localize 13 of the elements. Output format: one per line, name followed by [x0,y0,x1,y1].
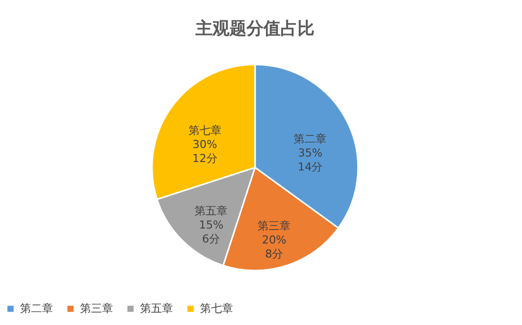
chart-title: 主观题分值占比 [194,19,314,39]
legend-label: 第三章 [80,302,113,315]
slice-label: 第二章 [294,132,327,146]
data-label: 15% 6分 [198,218,224,246]
data-label: 35% 14分 [298,146,323,174]
legend-label: 第七章 [200,302,233,315]
data-label: 30% 12分 [192,138,218,166]
slice-label: 第七章 [188,124,222,138]
data-label: 20% 8分 [262,233,286,260]
slice-label: 第三章 [258,219,291,232]
slice-label: 第五章 [194,204,228,218]
legend-label: 第二章 [20,302,53,315]
legend-label: 第五章 [140,302,173,315]
